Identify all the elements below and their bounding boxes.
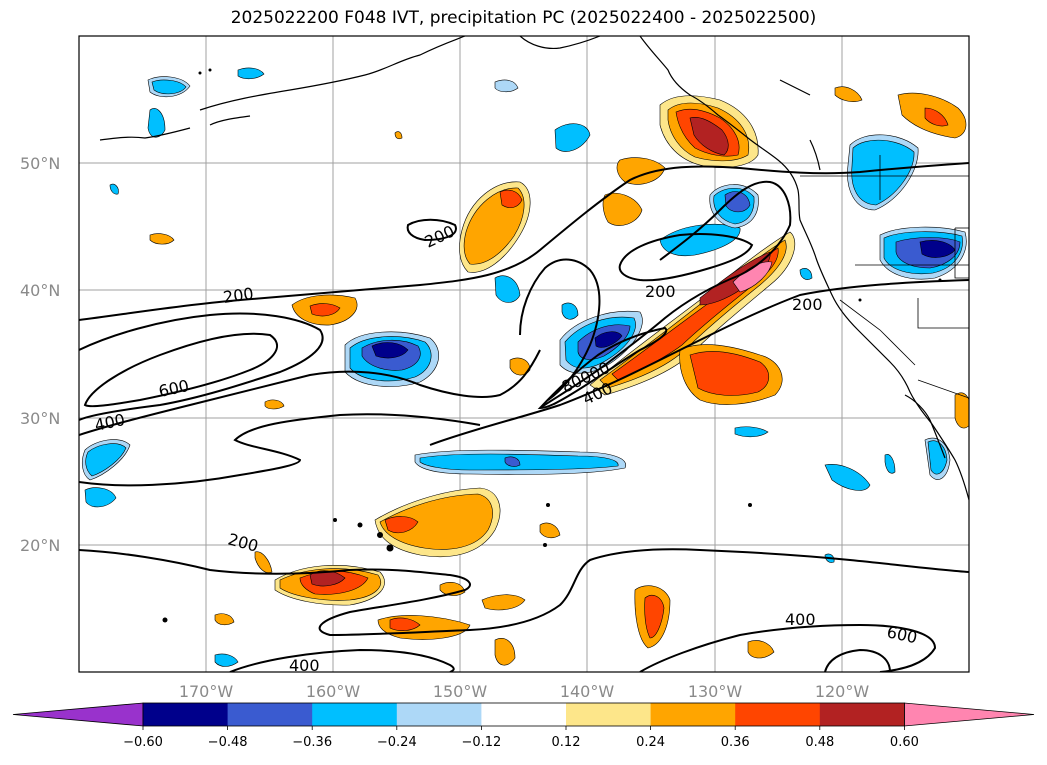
lat-label-40n: 40°N xyxy=(20,281,60,300)
colorbar-tick-label: −0.12 xyxy=(461,735,501,750)
colorbar-tick-label: −0.24 xyxy=(377,735,417,750)
colorbar-segment xyxy=(312,703,398,726)
colorbar-tick-label: 0.36 xyxy=(721,735,750,750)
colorbar-tick-label: 0.12 xyxy=(552,735,581,750)
lon-label-160w: 160°W xyxy=(306,682,361,701)
colorbar-segment xyxy=(143,703,229,726)
contour-label: 200 xyxy=(222,284,255,307)
islands xyxy=(162,68,942,623)
colorbar-tick-label: 0.24 xyxy=(636,735,665,750)
map-frame xyxy=(78,35,970,673)
lon-label-140w: 140°W xyxy=(560,682,615,701)
lon-label-130w: 130°W xyxy=(688,682,743,701)
colorbar-tick-label: −0.60 xyxy=(123,735,163,750)
colorbar-segment xyxy=(650,703,736,726)
colorbar-tick-label: 0.48 xyxy=(805,735,834,750)
latitude-labels: 50°N 40°N 30°N 20°N xyxy=(20,154,60,555)
map-title: 2025022200 F048 IVT, precipitation PC (2… xyxy=(230,8,817,28)
colorbar-extend-high xyxy=(904,702,1035,727)
colorbar-tick-label: −0.36 xyxy=(292,735,332,750)
lon-label-120w: 120°W xyxy=(815,682,870,701)
colorbar-tick-label: 0.60 xyxy=(890,735,919,750)
colorbar-segment xyxy=(566,703,652,726)
longitude-labels: 170°W 160°W 150°W 140°W 130°W 120°W xyxy=(179,682,870,701)
lon-label-170w: 170°W xyxy=(179,682,234,701)
lat-label-50n: 50°N xyxy=(20,154,60,173)
contour-label: 200 xyxy=(792,295,823,314)
colorbar-segment xyxy=(396,703,482,726)
map-area xyxy=(79,36,969,672)
contour-label: 400 xyxy=(289,656,320,675)
lat-label-30n: 30°N xyxy=(20,409,60,428)
colorbar: −0.60 −0.48 −0.36 −0.24 −0.12 0.12 0.24 0.36 0.4… xyxy=(12,702,1035,750)
colorbar-segment xyxy=(481,703,567,726)
precip-positive-areas xyxy=(149,86,969,666)
colorbar-outline xyxy=(142,702,905,727)
borders xyxy=(800,155,969,399)
colorbar-segment xyxy=(735,703,821,726)
contour-label: 400 xyxy=(785,610,816,629)
lat-label-20n: 20°N xyxy=(20,536,60,555)
lon-label-150w: 150°W xyxy=(433,682,488,701)
colorbar-tick-label: −0.48 xyxy=(208,735,248,750)
precip-negative-areas xyxy=(81,67,967,667)
coastlines xyxy=(99,36,969,501)
colorbar-extend-low xyxy=(12,702,144,727)
colorbar-segment xyxy=(227,703,313,726)
colorbar-segment xyxy=(819,703,905,726)
contour-label: 200 xyxy=(645,282,676,301)
ivt-contours xyxy=(79,162,969,672)
